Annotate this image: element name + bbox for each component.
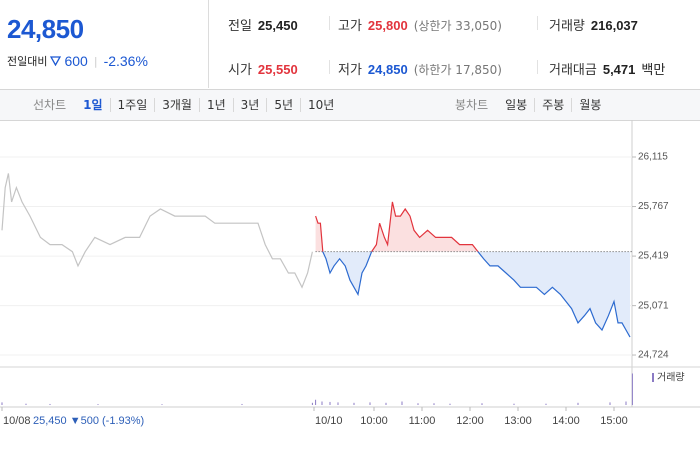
stat: 고가 25,800 (상한가 33,050): [338, 15, 502, 34]
x-tick-label: 12:00: [456, 415, 484, 427]
line-below: [322, 251, 631, 338]
volume-bar: [481, 403, 483, 405]
volume-bar: [631, 373, 633, 405]
y-tick-label: 25,767: [638, 201, 669, 212]
change-percent: -2.36%: [103, 53, 148, 69]
down-icon: [50, 56, 62, 66]
volume-bar: [337, 402, 339, 405]
y-tick-label: 25,419: [638, 251, 669, 262]
divider: [537, 16, 538, 30]
stat: 거래대금 5,471 백만: [549, 59, 665, 78]
line: [1, 173, 313, 289]
stat-label: 고가: [338, 19, 362, 34]
separator: |: [93, 54, 98, 68]
stat-value: 25,800: [367, 18, 408, 33]
stat: 시가 25,550: [228, 59, 298, 78]
volume-bar: [329, 401, 331, 405]
line-tabs: 선차트 1일 1주일 3개월 1년 3년 5년 10년: [26, 98, 341, 112]
volume-bar: [241, 403, 243, 405]
volume-bar: [385, 402, 387, 405]
stat-label: 저가: [338, 63, 362, 78]
volume-bar: [161, 404, 163, 405]
stat: 전일 25,450: [228, 15, 298, 34]
x-tick-label: 10:00: [360, 415, 388, 427]
tab: 선차트: [33, 98, 67, 112]
tab[interactable]: 1주일: [109, 98, 155, 112]
volume-bar: [433, 403, 435, 405]
divider: [329, 16, 330, 30]
stat-label: 거래량: [549, 19, 585, 34]
divider: [208, 0, 209, 88]
volume-bar: [25, 403, 27, 405]
stat-label: 전일: [228, 19, 252, 34]
x-tick-label: 14:00: [552, 415, 580, 427]
stat-unit: 백만: [641, 63, 666, 78]
stat-value: 5,471: [602, 62, 636, 77]
area-below: [322, 251, 630, 338]
stat-value: 25,550: [257, 62, 298, 77]
volume-bar: [625, 401, 627, 405]
y-tick-label: 26,115: [638, 152, 668, 163]
y-tick-label: 25,071: [638, 300, 669, 311]
stat-value: 25,450: [257, 18, 298, 33]
tab[interactable]: 1일: [83, 98, 103, 112]
volume-bar: [353, 402, 355, 405]
stat: 거래량 216,037: [549, 15, 638, 34]
legend-swatch: [652, 373, 654, 382]
candle-tabs: 봉차트 일봉 주봉 월봉: [448, 98, 608, 112]
tab[interactable]: 3년: [232, 98, 267, 112]
tab[interactable]: 5년: [266, 98, 300, 112]
area-above: [315, 201, 630, 252]
annotation: 25,450 ▼500 (-1.93%): [33, 415, 144, 427]
line-above: [315, 201, 479, 252]
stat-note: (하한가 17,850): [413, 63, 502, 77]
stat-value: 24,850: [367, 62, 408, 77]
chart: 26,115 25,767 25,419 25,071 24,724 10/08 10/10…: [0, 120, 700, 427]
volume-bar: [315, 399, 317, 405]
volume-bar: [417, 403, 419, 405]
volume-bar: [311, 402, 313, 405]
tab[interactable]: 3개월: [154, 98, 199, 112]
change-label: 전일대비: [7, 55, 48, 68]
tab[interactable]: 10년: [300, 98, 341, 112]
volume-bar: [513, 403, 515, 405]
x-tick-label: 11:00: [409, 415, 436, 427]
x-tick-label: 13:00: [504, 415, 532, 427]
divider: [329, 60, 330, 74]
volume-bar: [369, 402, 371, 405]
x-tick-label: 15:00: [600, 415, 628, 427]
tab[interactable]: 1년: [198, 98, 233, 112]
volume-bar: [49, 403, 51, 405]
volume-bar: [321, 401, 323, 405]
stat-note: (상한가 33,050): [413, 19, 502, 33]
volume-bar: [609, 402, 611, 405]
stat: 저가 24,850 (하한가 17,850): [338, 59, 502, 78]
volume-bar: [577, 402, 579, 405]
tab[interactable]: 주봉: [534, 98, 571, 112]
volume-bar: [97, 404, 99, 405]
tab[interactable]: 월봉: [571, 98, 608, 112]
divider: [537, 60, 538, 74]
stat-value: 216,037: [590, 18, 638, 33]
stat-label: 시가: [228, 63, 252, 78]
volume-bar: [1, 402, 3, 405]
change-amount: 600: [64, 53, 88, 69]
current-price: 24,850: [7, 14, 84, 44]
tab[interactable]: 일봉: [505, 98, 528, 112]
change-row: 전일대비 600 | -2.36%: [7, 53, 148, 69]
stat-label: 거래대금: [549, 63, 597, 78]
volume-label: 거래량: [657, 372, 685, 384]
volume-bar: [449, 403, 451, 405]
tab-bar: 선차트 1일 1주일 3개월 1년 3년 5년 10년 봉차트 일봉 주봉 월봉: [0, 89, 700, 121]
volume-bar: [401, 401, 403, 405]
tab: 봉차트: [455, 98, 489, 112]
volume-bar: [545, 403, 547, 405]
x-tick-label: 10/10: [315, 415, 343, 427]
x-tick-label: 10/08: [3, 415, 31, 427]
y-tick-label: 24,724: [638, 350, 669, 361]
